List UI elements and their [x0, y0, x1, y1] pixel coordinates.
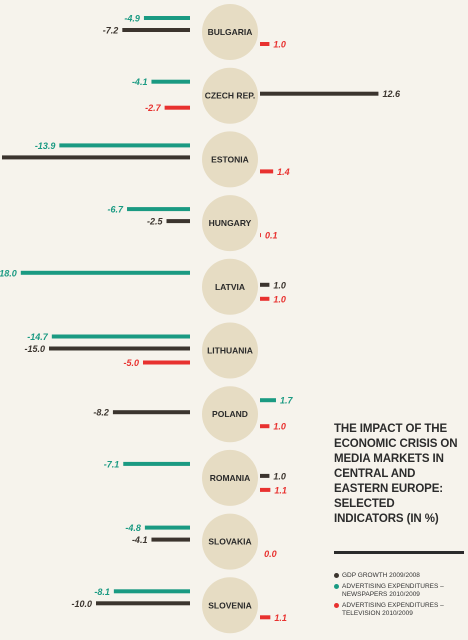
bar-television-bulgaria: [260, 42, 270, 46]
value-label-gdp-bulgaria: -7.2: [103, 26, 119, 36]
value-label-television-slovakia: 0.0: [264, 549, 277, 559]
bar-television-romania: [260, 487, 271, 492]
title-underline: [334, 551, 464, 554]
bar-gdp-latvia: [260, 282, 270, 287]
country-label-lithuania: LITHUANIA: [207, 346, 253, 356]
bar-newspapers-slovakia: [144, 525, 190, 530]
value-label-newspapers-slovakia: -4.8: [125, 523, 141, 533]
country-circle-hungary: [202, 195, 258, 252]
value-label-television-lithuania: -5.0: [123, 358, 139, 368]
country-label-bulgaria: BULGARIA: [208, 27, 253, 37]
country-circle-slovenia: [202, 577, 258, 634]
value-label-television-hungary: 0.1: [265, 231, 278, 241]
legend-item-gdp: GDP GROWTH 2009/2008: [334, 572, 468, 580]
country-circle-czech-rep: [202, 67, 258, 124]
bar-television-hungary: [260, 233, 261, 238]
value-label-newspapers-slovenia: -8.1: [94, 587, 110, 597]
bar-television-estonia: [260, 169, 274, 174]
country-circle-bulgaria: [202, 4, 258, 60]
country-label-latvia: LATVIA: [215, 282, 245, 292]
bar-television-czech-rep: [164, 105, 190, 110]
value-label-newspapers-romania: -7.1: [104, 459, 120, 469]
value-label-newspapers-lithuania: -14.7: [27, 332, 49, 342]
bar-gdp-lithuania: [49, 346, 190, 351]
value-label-television-estonia: 1.4: [277, 167, 290, 177]
country-circle-poland: [202, 386, 258, 443]
legend-label-gdp: GDP GROWTH 2009/2008: [342, 572, 420, 579]
country-circle-romania: [202, 449, 258, 506]
value-label-television-latvia: 1.0: [273, 294, 286, 304]
bar-newspapers-poland: [260, 398, 276, 403]
bar-gdp-romania: [260, 473, 270, 478]
legend-item-newspapers: ADVERTISING EXPENDITURES – NEWSPAPERS 20…: [334, 583, 468, 599]
bar-newspapers-czech-rep: [151, 79, 190, 84]
value-label-television-czech-rep: -2.7: [145, 103, 162, 113]
bar-gdp-bulgaria: [122, 28, 190, 32]
bar-gdp-hungary: [166, 219, 190, 224]
bar-television-latvia: [260, 296, 270, 301]
legend-item-television: ADVERTISING EXPENDITURES – TELEVISION 20…: [334, 602, 468, 618]
bar-gdp-poland: [112, 410, 190, 415]
value-label-gdp-slovakia: -4.1: [132, 535, 148, 545]
value-label-gdp-hungary: -2.5: [147, 217, 164, 227]
value-label-gdp-romania: 1.0: [273, 471, 286, 481]
value-label-television-bulgaria: 1.0: [273, 40, 286, 50]
legend-dot-gdp: [334, 573, 339, 578]
bar-television-poland: [260, 424, 270, 429]
value-label-newspapers-latvia: -18.0: [0, 268, 17, 278]
legend-label-newspapers: ADVERTISING EXPENDITURES – NEWSPAPERS 20…: [342, 583, 444, 598]
value-label-gdp-czech-rep: 12.6: [382, 89, 401, 99]
bar-gdp-slovakia: [151, 537, 190, 542]
bar-newspapers-slovenia: [113, 589, 190, 594]
bar-newspapers-bulgaria: [143, 16, 190, 20]
value-label-television-poland: 1.0: [273, 422, 286, 432]
bar-newspapers-lithuania: [51, 334, 190, 339]
value-label-newspapers-estonia: -13.9: [35, 141, 56, 151]
legend: GDP GROWTH 2009/2008 ADVERTISING EXPENDI…: [334, 572, 468, 621]
country-circle-latvia: [202, 258, 258, 315]
value-label-newspapers-poland: 1.7: [280, 396, 294, 406]
bar-television-lithuania: [143, 360, 190, 365]
country-label-romania: ROMANIA: [210, 473, 251, 483]
value-label-newspapers-bulgaria: -4.9: [124, 14, 140, 24]
value-label-television-romania: 1.1: [274, 485, 287, 495]
value-label-television-slovenia: 1.1: [274, 613, 287, 623]
bar-television-slovenia: [260, 615, 271, 620]
country-circle-estonia: [202, 131, 258, 188]
bar-gdp-slovenia: [96, 601, 190, 606]
bar-gdp-estonia: [2, 155, 190, 160]
value-label-gdp-latvia: 1.0: [273, 280, 286, 290]
legend-label-television: ADVERTISING EXPENDITURES – TELEVISION 20…: [342, 602, 444, 617]
country-label-slovenia: SLOVENIA: [208, 600, 251, 610]
country-label-estonia: ESTONIA: [211, 154, 249, 164]
country-circle-slovakia: [202, 513, 258, 570]
bar-newspapers-romania: [123, 461, 190, 466]
value-label-newspapers-czech-rep: -4.1: [132, 77, 148, 87]
country-label-slovakia: SLOVAKIA: [208, 537, 251, 547]
country-label-poland: POLAND: [212, 409, 248, 419]
legend-dot-television: [334, 603, 339, 608]
value-label-gdp-poland: -8.2: [93, 408, 109, 418]
value-label-gdp-lithuania: -15.0: [24, 344, 45, 354]
country-circle-lithuania: [202, 322, 258, 379]
country-label-hungary: HUNGARY: [209, 218, 252, 228]
value-label-gdp-slovenia: -10.0: [71, 599, 92, 609]
bar-newspapers-estonia: [59, 143, 191, 148]
legend-dot-newspapers: [334, 584, 339, 589]
country-label-czech-rep: CZECH REP.: [205, 91, 255, 101]
bar-newspapers-hungary: [127, 207, 190, 212]
bar-newspapers-latvia: [20, 270, 190, 275]
bar-gdp-czech-rep: [260, 91, 379, 96]
value-label-newspapers-hungary: -6.7: [108, 205, 125, 215]
chart-title: The impact of the economic crisis on med…: [334, 423, 458, 525]
